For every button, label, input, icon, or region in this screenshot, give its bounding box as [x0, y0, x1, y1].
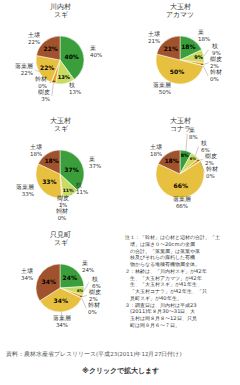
svg-text:樹皮2%: 樹皮2%: [210, 56, 222, 69]
svg-text:6%: 6%: [190, 157, 197, 161]
svg-text:2%: 2%: [197, 159, 200, 162]
svg-text:37%: 37%: [64, 166, 78, 173]
svg-text:枝11%: 枝11%: [75, 182, 88, 195]
svg-text:樹皮3%: 樹皮3%: [38, 89, 50, 102]
svg-text:※クリックで拡大します: ※クリックで拡大します: [82, 366, 159, 375]
svg-text:土壌21%: 土壌21%: [148, 30, 160, 44]
svg-text:50%: 50%: [170, 68, 184, 75]
svg-text:大玉村スギ: 大玉村スギ: [50, 117, 71, 133]
svg-text:葉8%: 葉8%: [189, 127, 198, 140]
svg-text:落葉層34%: 落葉層34%: [53, 315, 71, 328]
svg-text:只見町スギ: 只見町スギ: [50, 231, 71, 247]
svg-text:40%: 40%: [65, 53, 79, 60]
svg-text:幹材0%: 幹材0%: [35, 76, 47, 89]
svg-text:18%: 18%: [164, 157, 178, 164]
svg-text:落葉層50%: 落葉層50%: [153, 82, 171, 95]
svg-text:2%: 2%: [80, 295, 83, 298]
svg-text:葉24%: 葉24%: [82, 260, 94, 273]
svg-text:幹材0%: 幹材0%: [210, 69, 222, 82]
svg-text:大玉村アカマツ: 大玉村アカマツ: [166, 3, 194, 19]
svg-text:6%: 6%: [77, 289, 84, 293]
svg-text:2%: 2%: [201, 63, 204, 66]
svg-text:川内村スギ: 川内村スギ: [50, 3, 71, 19]
svg-text:3%: 3%: [52, 80, 55, 83]
svg-text:落葉層66%: 落葉層66%: [173, 196, 191, 209]
svg-text:幹材0%: 幹材0%: [88, 302, 100, 315]
svg-text:34%: 34%: [54, 297, 68, 304]
svg-text:8%: 8%: [181, 153, 189, 158]
svg-text:土壌34%: 土壌34%: [21, 267, 33, 281]
svg-text:枝9%: 枝9%: [211, 43, 221, 56]
svg-text:葉37%: 葉37%: [89, 156, 101, 169]
svg-text:33%: 33%: [42, 178, 56, 185]
svg-text:枝6%: 枝6%: [91, 276, 101, 289]
svg-text:13%: 13%: [58, 74, 70, 80]
svg-text:21%: 21%: [164, 45, 178, 52]
svg-text:注１：「幹材」は心材と辺材の合計。「土 壌」は深さ０〜20c: 注１：「幹材」は心材と辺材の合計。「土 壌」は深さ０〜20cmの全層 の合計。「…: [125, 234, 220, 328]
svg-text:幹材0%: 幹材0%: [206, 166, 218, 179]
svg-text:幹材0%: 幹材0%: [56, 208, 68, 221]
svg-text:落葉層22%: 落葉層22%: [15, 63, 33, 76]
svg-text:66%: 66%: [174, 182, 188, 189]
svg-text:資料：農林水産省プレスリリース(平成23(2011)年12月: 資料：農林水産省プレスリリース(平成23(2011)年12月27日付け): [6, 350, 182, 358]
svg-text:22%: 22%: [43, 45, 57, 52]
svg-text:樹皮2%: 樹皮2%: [205, 153, 217, 166]
svg-text:枝6%: 枝6%: [200, 140, 210, 153]
svg-text:18%: 18%: [44, 157, 58, 164]
svg-text:土壌22%: 土壌22%: [28, 31, 40, 45]
svg-text:11%: 11%: [63, 188, 74, 193]
svg-text:土壌18%: 土壌18%: [150, 143, 162, 157]
svg-text:土壌18%: 土壌18%: [30, 143, 42, 157]
svg-text:34%: 34%: [42, 278, 56, 285]
svg-text:樹皮2%: 樹皮2%: [89, 289, 101, 302]
svg-text:葉18%: 葉18%: [198, 29, 210, 42]
svg-text:樹皮1%: 樹皮1%: [57, 195, 69, 208]
svg-text:枝13%: 枝13%: [68, 82, 81, 95]
svg-text:24%: 24%: [63, 274, 77, 281]
svg-text:9%: 9%: [194, 54, 203, 60]
svg-text:22%: 22%: [40, 64, 54, 71]
svg-text:18%: 18%: [181, 43, 195, 50]
svg-text:大玉村コナラ: 大玉村コナラ: [170, 117, 191, 133]
svg-text:葉40%: 葉40%: [90, 45, 102, 58]
svg-text:落葉層33%: 落葉層33%: [16, 184, 34, 197]
svg-text:1%: 1%: [62, 196, 63, 197]
